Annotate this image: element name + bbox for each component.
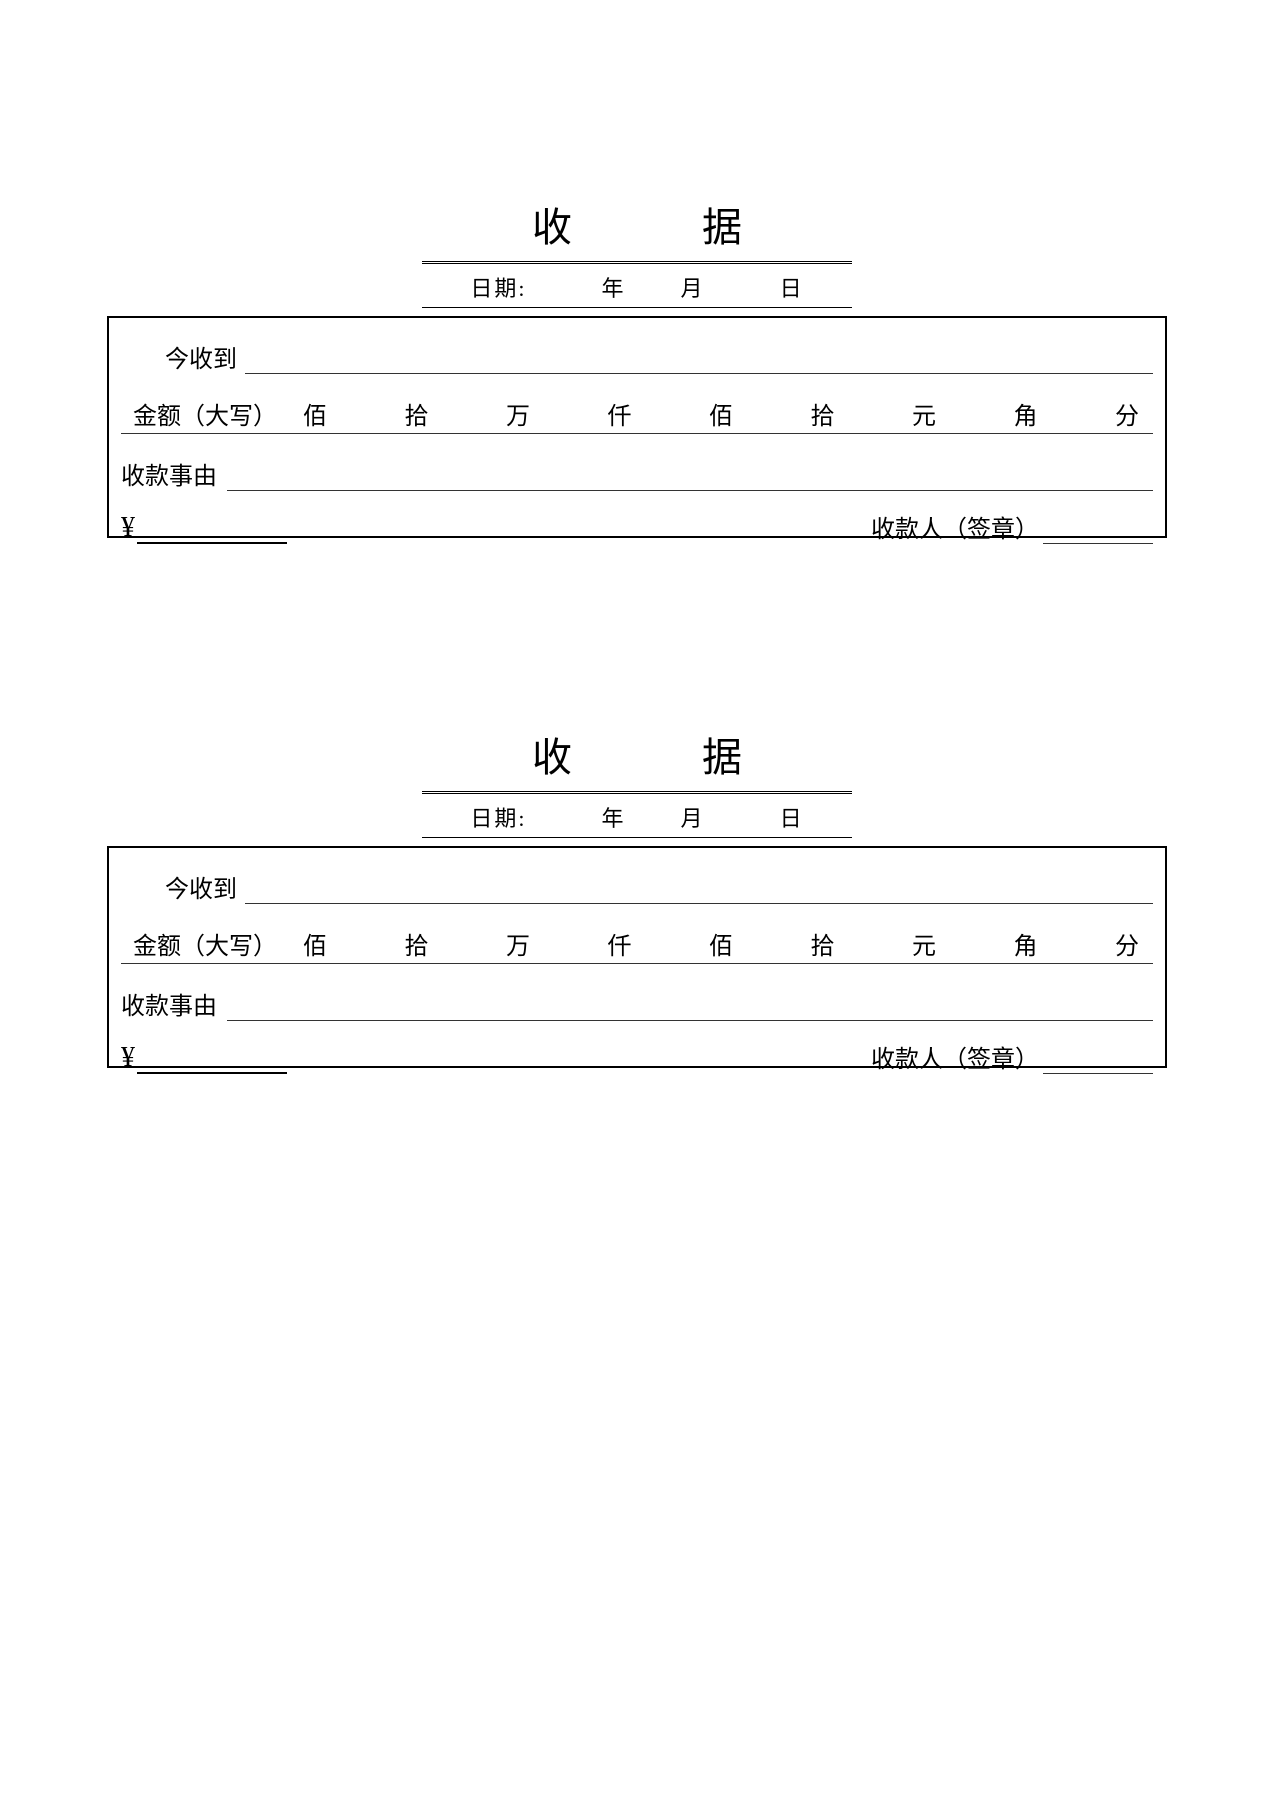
payee-signature-line <box>1043 1073 1153 1074</box>
date-row: 日期: 年 月 日 <box>107 271 1167 308</box>
date-day-label: 日 <box>780 806 804 831</box>
payee-signature-line <box>1043 543 1153 544</box>
amount-units: 佰 拾 万 仟 佰 拾 元 角 分 <box>297 926 1145 961</box>
receipt-title: 收据 <box>107 195 1167 253</box>
unit-jiao: 角 <box>1014 396 1038 431</box>
payee-label: 收款人（签章） <box>871 509 1039 544</box>
reason-line <box>227 467 1153 491</box>
amount-numeric-line <box>137 542 287 544</box>
title-double-underline <box>422 791 852 795</box>
unit-qian: 仟 <box>608 926 632 961</box>
title-char-2: 据 <box>702 205 872 250</box>
title-char-1: 收 <box>532 735 702 780</box>
unit-fen: 分 <box>1115 396 1139 431</box>
received-label: 今收到 <box>165 339 237 374</box>
received-from-line <box>245 880 1153 904</box>
amount-units: 佰 拾 万 仟 佰 拾 元 角 分 <box>297 396 1145 431</box>
date-month-label: 月 <box>681 276 705 301</box>
receipt-form-1: 收据 日期: 年 月 日 今收到 金额（大写） 佰 拾 万 仟 佰 <box>107 195 1167 538</box>
unit-bai2: 佰 <box>709 926 733 961</box>
date-day-label: 日 <box>780 276 804 301</box>
bottom-row: ¥ 收款人（签章） <box>121 509 1153 544</box>
amount-label: 金额（大写） <box>133 926 277 961</box>
bottom-row: ¥ 收款人（签章） <box>121 1039 1153 1074</box>
amount-row: 金额（大写） 佰 拾 万 仟 佰 拾 元 角 分 <box>121 396 1153 434</box>
unit-bai2: 佰 <box>709 396 733 431</box>
unit-shi2: 拾 <box>811 926 835 961</box>
amount-numeric-line <box>137 1072 287 1074</box>
date-year-label: 年 <box>602 276 626 301</box>
amount-row: 金额（大写） 佰 拾 万 仟 佰 拾 元 角 分 <box>121 926 1153 964</box>
date-label: 日期: <box>470 806 526 831</box>
reason-row: 收款事由 <box>121 456 1153 491</box>
receipt-form-2: 收据 日期: 年 月 日 今收到 金额（大写） 佰 拾 万 仟 佰 <box>107 725 1167 1068</box>
date-underline <box>422 307 852 308</box>
title-double-underline <box>422 261 852 265</box>
title-char-2: 据 <box>702 735 872 780</box>
receipt-title: 收据 <box>107 725 1167 783</box>
received-label: 今收到 <box>165 869 237 904</box>
unit-fen: 分 <box>1115 926 1139 961</box>
unit-bai: 佰 <box>303 396 327 431</box>
unit-yuan: 元 <box>912 396 936 431</box>
reason-line <box>227 997 1153 1021</box>
date-row: 日期: 年 月 日 <box>107 801 1167 838</box>
unit-yuan: 元 <box>912 926 936 961</box>
currency-symbol: ¥ <box>121 1042 135 1074</box>
unit-shi2: 拾 <box>811 396 835 431</box>
date-month-label: 月 <box>681 806 705 831</box>
date-label: 日期: <box>470 276 526 301</box>
received-from-row: 今收到 <box>121 338 1153 374</box>
receipt-box: 今收到 金额（大写） 佰 拾 万 仟 佰 拾 元 角 分 收款事由 ¥ <box>107 316 1167 538</box>
received-from-line <box>245 350 1153 374</box>
unit-shi: 拾 <box>405 926 429 961</box>
unit-jiao: 角 <box>1014 926 1038 961</box>
unit-wan: 万 <box>506 396 530 431</box>
received-from-row: 今收到 <box>121 868 1153 904</box>
date-year-label: 年 <box>602 806 626 831</box>
receipt-box: 今收到 金额（大写） 佰 拾 万 仟 佰 拾 元 角 分 收款事由 ¥ <box>107 846 1167 1068</box>
unit-bai: 佰 <box>303 926 327 961</box>
amount-label: 金额（大写） <box>133 396 277 431</box>
unit-wan: 万 <box>506 926 530 961</box>
payee-label: 收款人（签章） <box>871 1039 1039 1074</box>
reason-label: 收款事由 <box>121 986 217 1021</box>
unit-qian: 仟 <box>608 396 632 431</box>
reason-row: 收款事由 <box>121 986 1153 1021</box>
title-char-1: 收 <box>532 205 702 250</box>
date-underline <box>422 837 852 838</box>
unit-shi: 拾 <box>405 396 429 431</box>
reason-label: 收款事由 <box>121 456 217 491</box>
currency-symbol: ¥ <box>121 512 135 544</box>
